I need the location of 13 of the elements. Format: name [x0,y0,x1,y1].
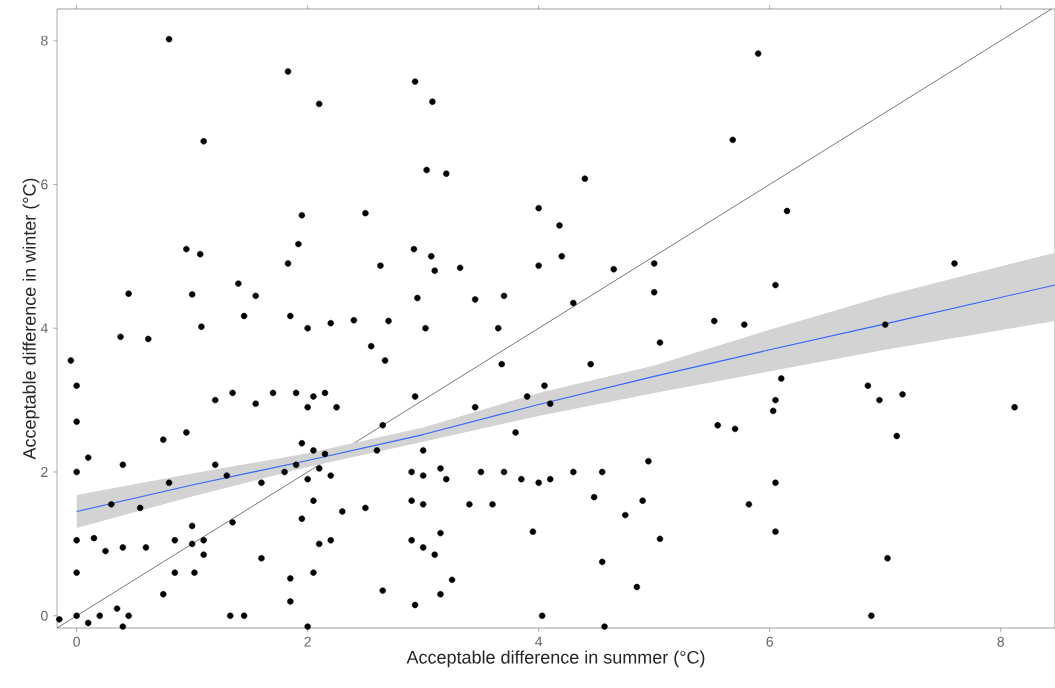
y-tick-label: 8 [41,35,48,46]
y-tick-label: 4 [40,323,48,334]
x-axis-title: Acceptable difference in summer (°C) [406,650,705,668]
x-tick-label: 4 [535,636,543,647]
x-tick-label: 0 [73,636,80,647]
line-series [76,284,1055,513]
y-tick-label: 0 [41,610,48,621]
y-axis-title: Acceptable difference in winter (°C) [22,178,40,460]
x-tick-label: 8 [997,636,1004,647]
y-tick-label: 2 [41,467,48,477]
x-tick-label: 2 [304,636,311,647]
x-tick-label: 6 [766,636,773,647]
y-tick-label: 6 [41,179,48,190]
